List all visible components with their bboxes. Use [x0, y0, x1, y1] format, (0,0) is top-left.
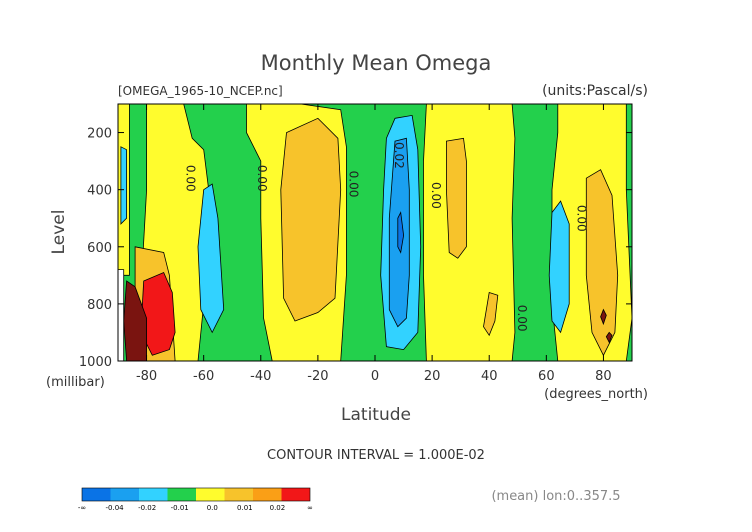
chart-title: Monthly Mean Omega	[261, 51, 492, 75]
legend-swatch-7	[281, 488, 310, 501]
x-axis-units: (degrees_north)	[544, 387, 648, 402]
units-label: (units:Pascal/s)	[542, 83, 648, 99]
contour-label-4: 0.00	[429, 182, 443, 209]
contour-interval-label: CONTOUR INTERVAL = 1.000E-02	[267, 448, 485, 463]
x-tick-label-3: -20	[307, 369, 328, 384]
x-tick-label-7: 60	[538, 369, 555, 384]
dark-red-dot-north-1	[600, 308, 607, 326]
legend-swatch-1	[110, 488, 139, 501]
contour-labels: 0.00 0.00 0.00 0.02 0.00 0.00 0.00	[183, 142, 588, 332]
contour-label-6: 0.00	[575, 205, 589, 232]
y-tick-label-3: 800	[87, 298, 112, 313]
legend-swatch-0	[82, 488, 111, 501]
x-tick-label-0: -80	[136, 369, 157, 384]
y-tick-label-2: 600	[87, 241, 112, 256]
legend-label-0: -∞	[78, 504, 86, 512]
cyan-cell-south-edge	[120, 146, 127, 225]
legend-label-1: -0.04	[106, 504, 125, 512]
missing-data-south	[118, 269, 125, 361]
color-legend: -∞ -0.04 -0.02 -0.01 0.0 0.01 0.02 ∞	[78, 487, 313, 512]
plot-area: 0.00 0.00 0.00 0.02 0.00 0.00 0.00 -80 -60 -40 -2…	[79, 103, 633, 384]
contour-label-0: 0.00	[183, 165, 197, 192]
legend-label-4: 0.0	[207, 504, 218, 512]
x-axis-label: Latitude	[341, 405, 411, 425]
y-axis-label: Level	[49, 210, 69, 255]
legend-swatch-4	[196, 488, 225, 501]
contour-fills	[118, 104, 632, 361]
legend-label-6: 0.02	[270, 504, 286, 512]
contour-label-1: 0.00	[255, 165, 269, 192]
cyan-cell-south	[197, 183, 225, 334]
cyan-cell-north	[548, 200, 570, 334]
contour-label-2: 0.00	[346, 171, 360, 198]
legend-swatch-5	[224, 488, 253, 501]
x-tick-label-5: 20	[424, 369, 441, 384]
legend-label-7: ∞	[307, 504, 313, 512]
orange-cell-north-1	[445, 137, 467, 259]
legend-label-5: 0.01	[237, 504, 253, 512]
legend-swatch-2	[139, 488, 168, 501]
legend-label-3: -0.01	[171, 504, 189, 512]
orange-cell-north-polar	[585, 169, 619, 357]
contour-label-5: 0.00	[515, 305, 529, 332]
positive-band-subtropic-north	[423, 104, 516, 361]
y-tick-label-1: 400	[87, 184, 112, 199]
contour-label-3: 0.02	[392, 142, 406, 169]
source-filename: [OMEGA_1965-10_NCEP.nc]	[118, 84, 283, 98]
x-tick-label-1: -60	[193, 369, 214, 384]
x-tick-label-2: -40	[250, 369, 271, 384]
orange-cell-north-2	[483, 291, 499, 337]
deep-blue-streak	[397, 211, 405, 254]
legend-swatch-6	[253, 488, 282, 501]
dark-red-dot-north-2	[605, 331, 613, 344]
y-tick-label-4: 1000	[79, 355, 112, 370]
x-tick-label-8: 80	[595, 369, 612, 384]
legend-label-2: -0.02	[138, 504, 156, 512]
legend-swatch-3	[167, 488, 196, 501]
legend-frame	[81, 487, 311, 502]
y-tick-label-0: 200	[87, 127, 112, 142]
orange-cell-subtropic-south	[280, 117, 342, 322]
y-axis-units: (millibar)	[46, 375, 105, 390]
mean-note: (mean) lon:0..357.5	[491, 489, 620, 504]
x-tick-label-4: 0	[371, 369, 379, 384]
x-tick-label-6: 40	[481, 369, 498, 384]
axis-ticks: -80 -60 -40 -20 0 20 40 60 80 200 400 600 800 1000	[79, 104, 632, 384]
